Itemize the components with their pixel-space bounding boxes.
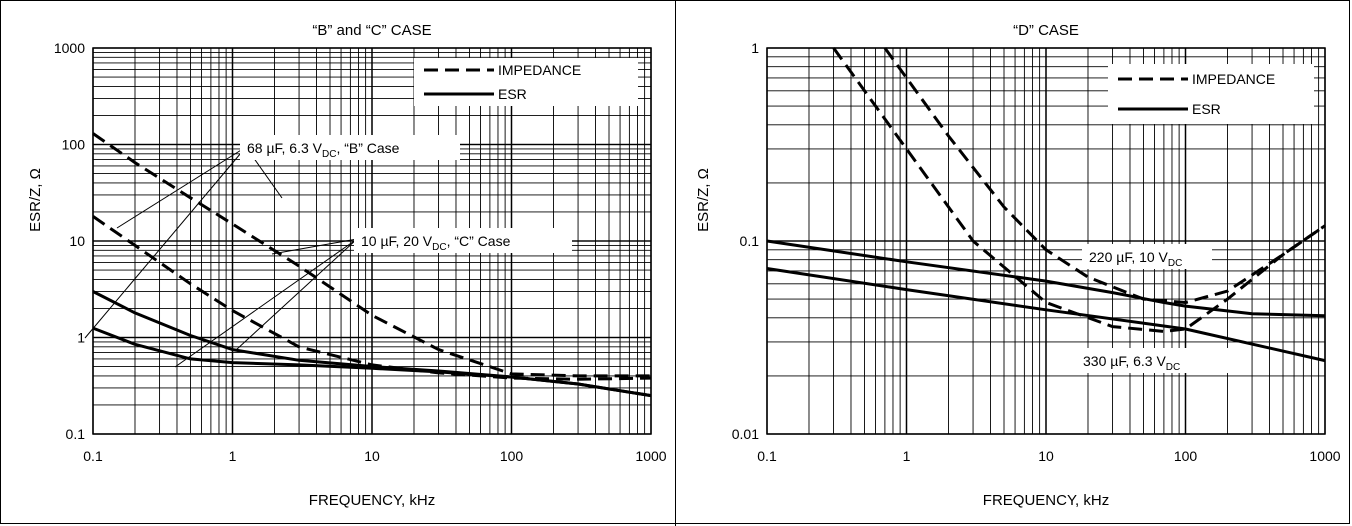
y-tick-label: 100 (62, 137, 86, 153)
annotation-label: 330 µF, 6.3 VDC (1083, 353, 1180, 373)
legend: IMPEDANCE ESR (1108, 64, 1314, 124)
annotation-text: 330 µF, 6.3 V (1083, 353, 1166, 369)
x-tick-label: 0.1 (757, 448, 777, 464)
x-tick-label: 1 (903, 448, 911, 464)
annotation-subscript: DC (1166, 362, 1180, 373)
chart-title: “D” CASE (1013, 22, 1079, 39)
y-axis-label: ESR/Z, Ω (27, 168, 44, 232)
annotation-suffix: , “B” Case (336, 140, 399, 156)
annotation-label: 10 µF, 20 VDC, “C” Case (361, 233, 511, 253)
legend-label: IMPEDANCE (498, 62, 581, 78)
legend-label: ESR (1192, 101, 1221, 117)
legend-label: ESR (498, 86, 527, 102)
annotation-leader-line (116, 146, 247, 229)
chart-d-case: 0.1 1 10 100 1000 1 0.1 0.01 “D” CASE FREQUENCY, … (695, 22, 1341, 509)
x-tick-label: 10 (364, 448, 380, 464)
y-tick-label: 0.1 (66, 426, 86, 442)
chart-title: “B” and “C” CASE (312, 22, 431, 39)
annotation-text: 68 µF, 6.3 V (247, 140, 323, 156)
x-tick-label: 0.1 (83, 448, 103, 464)
annotation-box (1076, 348, 1232, 373)
esr-curve (766, 267, 1326, 363)
annotation-text: 10 µF, 20 V (361, 233, 433, 249)
y-tick-label: 0.01 (732, 426, 759, 442)
x-axis-label: FREQUENCY, kHz (309, 492, 435, 509)
annotation-leader-line (235, 238, 358, 351)
y-tick-label: 1 (751, 40, 759, 56)
annotation-subscript: DC (432, 242, 446, 253)
annotation-subscript: DC (322, 149, 336, 160)
impedance-curve (832, 47, 1326, 333)
annotation-box (1082, 244, 1212, 269)
annotation-box (354, 228, 572, 253)
impedance-curve (883, 47, 1326, 304)
chart-b-c-case: 0.1 1 10 100 1000 1000 100 10 1 0.1 “B” and “C” CA… (27, 22, 667, 509)
y-tick-label: 10 (69, 233, 85, 249)
annotation-leader-line (174, 238, 358, 368)
y-tick-label: 1 (77, 330, 85, 346)
annotation-box (240, 135, 460, 160)
panel-divider (675, 0, 676, 526)
impedance-curve (92, 215, 652, 381)
annotation-leader-line (84, 146, 247, 339)
series-group (92, 132, 652, 398)
x-tick-label: 1000 (1309, 448, 1340, 464)
legend-box (414, 58, 638, 106)
annotation-subscript: DC (1168, 258, 1182, 269)
plot-border (92, 47, 652, 435)
y-axis-label: ESR/Z, Ω (695, 168, 712, 232)
esr-curve (92, 326, 652, 398)
x-tick-label: 1000 (635, 448, 666, 464)
y-tick-label: 1000 (54, 40, 85, 56)
annotation-suffix: , “C” Case (447, 233, 511, 249)
legend-label: IMPEDANCE (1192, 71, 1275, 87)
legend-box (1108, 64, 1314, 124)
x-tick-label: 1 (229, 448, 237, 464)
annotation-label: 220 µF, 10 VDC (1089, 249, 1182, 269)
series-group (766, 47, 1326, 363)
x-tick-label: 100 (1174, 448, 1198, 464)
legend: IMPEDANCE ESR (414, 58, 638, 106)
x-tick-label: 100 (500, 448, 524, 464)
x-axis-label: FREQUENCY, kHz (983, 492, 1109, 509)
x-tick-label: 10 (1038, 448, 1054, 464)
annotation-label: 68 µF, 6.3 VDC, “B” Case (247, 140, 400, 160)
esr-curve (766, 239, 1326, 318)
annotation-text: 220 µF, 10 V (1089, 249, 1169, 265)
y-tick-label: 0.1 (740, 233, 760, 249)
annotation-leader-line (271, 238, 358, 255)
